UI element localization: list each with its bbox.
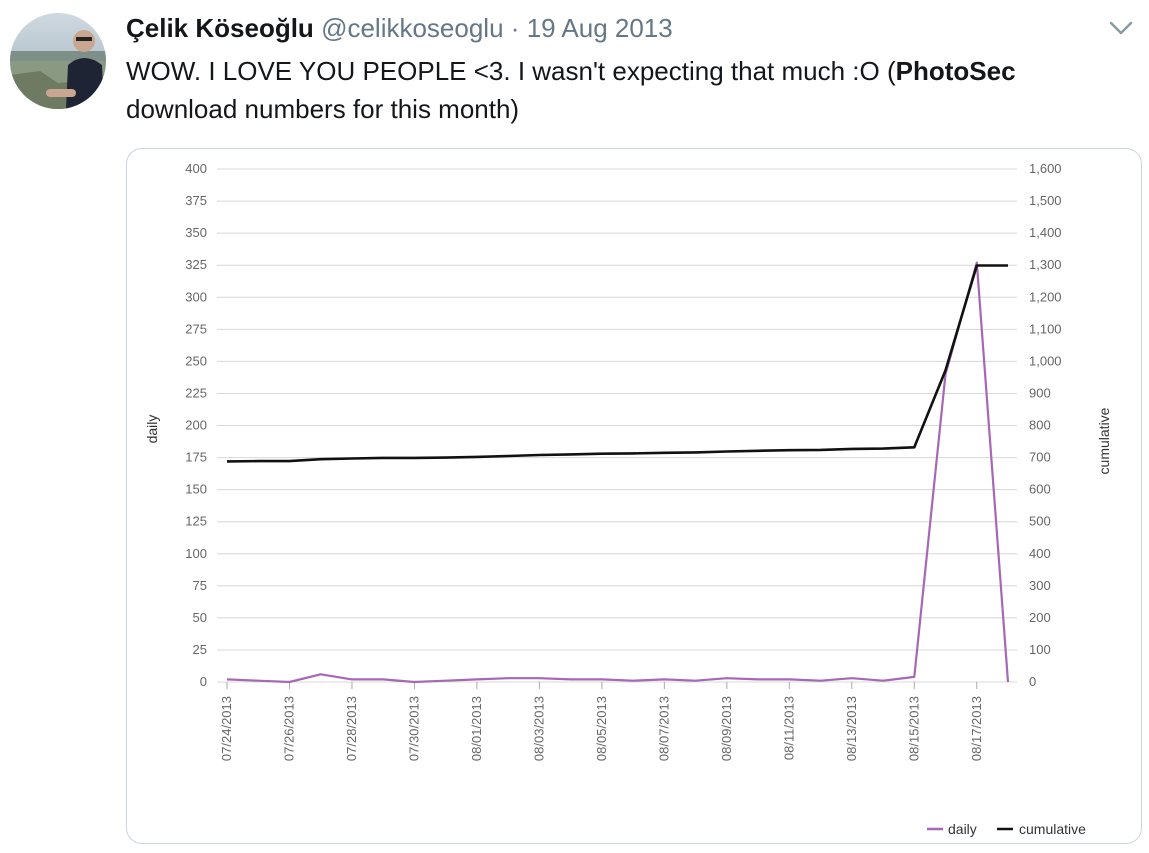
y-tick-label-left: 200 xyxy=(185,418,207,433)
series-line-daily xyxy=(226,261,1010,684)
author-handle[interactable]: @celikkoseoglu xyxy=(321,13,504,43)
tweet-text-app-name: PhotoSec xyxy=(895,56,1016,86)
y-tick-label-right: 400 xyxy=(1029,546,1051,561)
y-tick-label-left: 0 xyxy=(200,674,207,689)
y-tick-label-right: 1,300 xyxy=(1029,257,1062,272)
y-tick-label-left: 150 xyxy=(185,482,207,497)
y-tick-label-right: 900 xyxy=(1029,385,1051,400)
y-tick-label-left: 175 xyxy=(185,450,207,465)
chart-legend: daily cumulative xyxy=(927,821,1086,837)
y-tick-label-left: 125 xyxy=(185,514,207,529)
y-tick-label-left: 275 xyxy=(185,321,207,336)
tweet-date[interactable]: 19 Aug 2013 xyxy=(526,13,673,43)
y-tick-label-left: 300 xyxy=(185,289,207,304)
y-tick-label-right: 1,000 xyxy=(1029,353,1062,368)
y-tick-label-left: 75 xyxy=(193,578,207,593)
legend-label-cumulative: cumulative xyxy=(1019,821,1086,837)
y-tick-label-right: 800 xyxy=(1029,418,1051,433)
tweet-text: WOW. I LOVE YOU PEOPLE <3. I wasn't expe… xyxy=(126,52,1126,128)
y-tick-label-right: 1,100 xyxy=(1029,321,1062,336)
author-name[interactable]: Çelik Köseoğlu xyxy=(126,13,314,43)
x-tick-label: 08/05/2013 xyxy=(594,696,609,761)
y-tick-label-left: 250 xyxy=(185,353,207,368)
download-chart: 0 25 50 75 100 125 150 175 200 225 250 275 300 325 350… xyxy=(144,161,1112,837)
y-tick-label-left: 350 xyxy=(185,225,207,240)
y-tick-label-right: 200 xyxy=(1029,610,1051,625)
y-tick-label-right: 600 xyxy=(1029,482,1051,497)
y-tick-label-left: 50 xyxy=(193,610,207,625)
y-tick-label-left: 25 xyxy=(193,642,207,657)
y-tick-label-left: 375 xyxy=(185,193,207,208)
y-tick-label-left: 400 xyxy=(185,161,207,176)
y-tick-label-right: 300 xyxy=(1029,578,1051,593)
avatar[interactable] xyxy=(10,13,106,109)
x-tick-label: 08/09/2013 xyxy=(719,696,734,761)
tweet-text-part: WOW. I LOVE YOU PEOPLE <3. I wasn't expe… xyxy=(126,56,896,86)
x-tick-label: 07/24/2013 xyxy=(219,696,234,761)
x-tick-label: 08/17/2013 xyxy=(969,696,984,761)
y-tick-label-right: 700 xyxy=(1029,450,1051,465)
tweet-header: Çelik Köseoğlu @celikkoseoglu · 19 Aug 2… xyxy=(126,12,673,44)
x-tick-label: 07/28/2013 xyxy=(344,696,359,761)
y-axis-title-right: cumulative xyxy=(1096,407,1112,474)
y-tick-label-right: 1,200 xyxy=(1029,289,1062,304)
x-tick-label: 08/01/2013 xyxy=(469,696,484,761)
legend-label-daily: daily xyxy=(948,821,977,837)
header-separator: · xyxy=(510,13,520,43)
y-tick-label-right: 500 xyxy=(1029,514,1051,529)
y-tick-label-right: 100 xyxy=(1029,642,1051,657)
x-tick-label: 08/15/2013 xyxy=(906,696,921,761)
y-tick-label-left: 100 xyxy=(185,546,207,561)
x-tick-label: 08/07/2013 xyxy=(656,696,671,761)
y-tick-label-right: 1,500 xyxy=(1029,193,1062,208)
x-tick-label: 08/11/2013 xyxy=(781,696,796,760)
chevron-down-icon[interactable] xyxy=(1108,18,1134,38)
tweet-media[interactable]: 0 25 50 75 100 125 150 175 200 225 250 275 300 325 350… xyxy=(126,148,1142,844)
x-tick-label: 08/13/2013 xyxy=(844,696,859,761)
x-tick-label: 08/03/2013 xyxy=(531,696,546,761)
x-tick-label: 07/26/2013 xyxy=(281,696,296,761)
y-tick-label-right: 1,600 xyxy=(1029,161,1062,176)
y-tick-label-left: 225 xyxy=(185,385,207,400)
y-tick-label-left: 325 xyxy=(185,257,207,272)
tweet-text-part: download numbers for this month) xyxy=(126,94,520,124)
y-axis-title-left: daily xyxy=(144,415,160,444)
series-line-cumulative xyxy=(226,264,1008,463)
y-tick-label-right: 1,400 xyxy=(1029,225,1062,240)
x-tick-label: 07/30/2013 xyxy=(406,696,421,761)
y-tick-label-right: 0 xyxy=(1029,674,1036,689)
